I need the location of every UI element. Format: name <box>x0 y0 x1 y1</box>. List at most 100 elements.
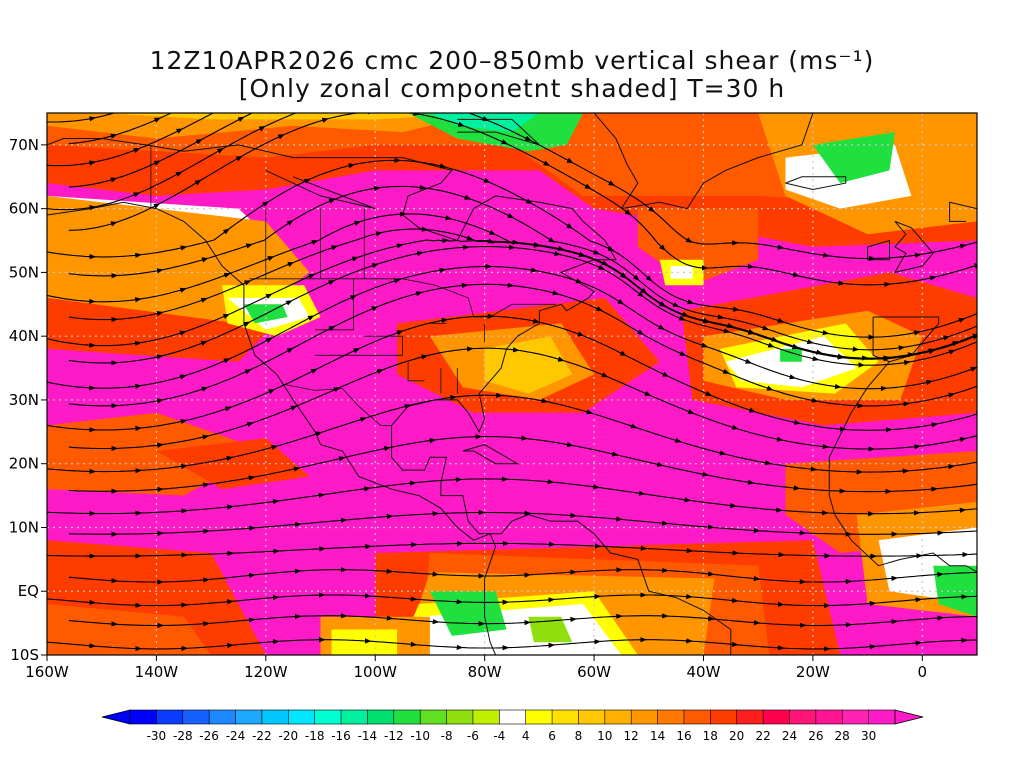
streamline <box>579 281 625 305</box>
streamline <box>849 619 899 626</box>
streamline <box>114 310 164 320</box>
streamline <box>466 244 516 250</box>
streamline <box>416 113 465 127</box>
streamline <box>251 466 301 478</box>
streamline <box>951 461 977 467</box>
streamline <box>47 598 97 606</box>
political-border <box>282 383 392 426</box>
lon-tick-label: 80W <box>468 663 502 681</box>
streamline <box>68 620 118 627</box>
streamline <box>230 639 280 646</box>
colorbar-swatch <box>340 709 369 725</box>
streamline <box>757 622 807 628</box>
streamline <box>413 477 463 484</box>
streamline <box>468 197 515 219</box>
streamline <box>400 317 449 333</box>
streamline <box>230 499 280 508</box>
streamline <box>810 341 860 352</box>
streamline <box>227 256 275 275</box>
streamline <box>708 394 756 413</box>
streamline <box>796 487 847 494</box>
colorbar-swatch <box>525 709 553 725</box>
streamline <box>919 551 969 558</box>
streamline <box>940 571 977 575</box>
streamline <box>856 345 906 351</box>
streamline <box>459 645 510 651</box>
colorbar-swatch <box>815 709 843 725</box>
streamline <box>184 504 234 512</box>
streamline <box>160 434 210 446</box>
shear-region <box>429 113 540 133</box>
streamline <box>47 160 97 167</box>
streamline <box>297 456 346 469</box>
streamline <box>290 198 336 223</box>
streamline <box>281 117 329 137</box>
streamline <box>138 552 189 558</box>
map-title: 12Z10APR2026 cmc 200–850mb vertical shea… <box>149 46 875 75</box>
shear-region <box>670 266 693 279</box>
streamline <box>952 341 977 352</box>
lat-tick-label: 20N <box>9 455 39 473</box>
streamline <box>184 406 232 422</box>
shear-region <box>331 629 398 655</box>
colorbar-swatch <box>762 709 791 725</box>
streamline <box>322 638 372 644</box>
streamline <box>546 163 592 190</box>
coastline <box>621 113 814 210</box>
streamline <box>47 553 97 559</box>
political-border <box>364 335 403 356</box>
streamline <box>199 116 245 141</box>
colorbar-swatch <box>287 709 316 725</box>
colorbar-level-label: -18 <box>305 729 325 743</box>
streamline <box>368 542 418 548</box>
streamline <box>266 178 311 204</box>
streamline <box>271 368 318 391</box>
streamline <box>356 330 404 350</box>
streamline <box>138 463 188 472</box>
colorbar-swatch <box>841 709 870 725</box>
streamline <box>619 567 669 573</box>
streamline <box>68 445 119 452</box>
streamline <box>605 375 652 396</box>
streamline <box>321 486 371 496</box>
streamline <box>940 530 977 534</box>
streamline <box>274 431 323 448</box>
streamline <box>537 244 586 257</box>
streamline <box>375 251 424 266</box>
streamline <box>529 201 574 230</box>
streamline <box>917 317 966 333</box>
streamline <box>478 435 529 441</box>
streamline <box>160 257 209 271</box>
streamline <box>528 139 574 164</box>
streamline <box>726 371 774 391</box>
streamline <box>570 161 616 186</box>
streamline <box>227 337 273 361</box>
streamline <box>872 597 923 604</box>
streamline <box>390 617 440 625</box>
streamline <box>634 426 682 443</box>
streamline <box>375 291 423 309</box>
streamline <box>887 275 937 285</box>
lon-tick-label: 40W <box>687 663 721 681</box>
streamline <box>917 436 967 447</box>
streamline <box>888 486 938 492</box>
map-subtitle: [Only zonal componetnt shaded] T=30 h <box>238 74 786 103</box>
streamline <box>228 389 276 409</box>
colorbar-level-label: 18 <box>703 729 718 743</box>
streamline <box>157 113 173 120</box>
streamline <box>250 405 298 425</box>
streamline <box>363 404 412 420</box>
streamline <box>861 360 911 366</box>
streamline <box>205 422 254 437</box>
streamline <box>157 138 203 163</box>
streamline <box>963 508 977 511</box>
colorbar-level-label: 6 <box>548 729 556 743</box>
streamline <box>425 228 474 241</box>
colorbar-level-label: -26 <box>199 729 219 743</box>
streamline <box>138 508 189 514</box>
colorbar-level-label: 26 <box>808 729 823 743</box>
streamline <box>802 578 853 585</box>
streamline <box>319 417 367 434</box>
lon-tick-label: 140W <box>135 663 179 681</box>
streamline <box>689 596 739 604</box>
